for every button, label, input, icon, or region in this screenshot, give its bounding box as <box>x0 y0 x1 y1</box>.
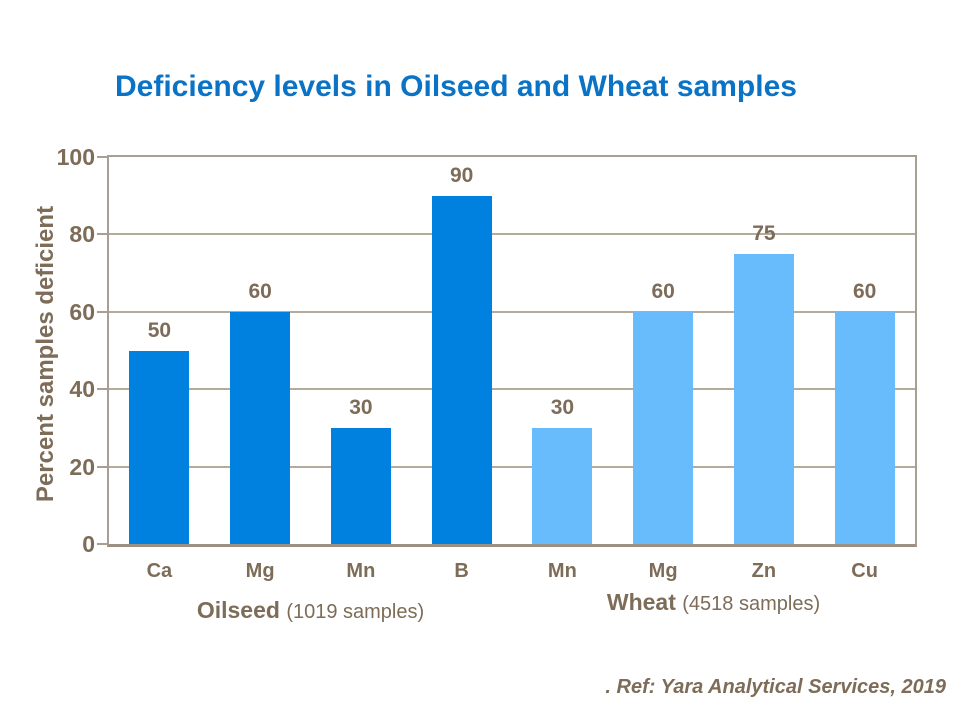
gridline-20 <box>109 465 915 468</box>
x-tick-label-mg-5: Mg <box>648 560 678 582</box>
y-tick-label-80: 80 <box>69 221 95 248</box>
bar-mn-4 <box>532 427 593 544</box>
group-label-oilseed: Oilseed (1019 samples) <box>141 597 481 624</box>
x-tick-label-mn-2: Mn <box>346 560 376 582</box>
y-tick-label-0: 0 <box>82 531 95 557</box>
x-tick-label-zn-6: Zn <box>751 560 777 582</box>
bar-value-label-mg-5: 60 <box>651 279 675 303</box>
y-tick-mark-100 <box>97 156 107 158</box>
x-tick-label-b-3: B <box>454 560 469 582</box>
reference-text: . Ref: Yara Analytical Services, 2019 <box>605 676 946 698</box>
bar-mn-2 <box>330 427 391 544</box>
y-tick-mark-0 <box>97 543 107 545</box>
bar-ca-0 <box>129 350 190 544</box>
bar-zn-6 <box>733 253 794 544</box>
x-tick-label-ca-0: Ca <box>146 560 173 582</box>
y-tick-label-60: 60 <box>69 298 95 325</box>
bar-value-label-zn-6: 75 <box>752 221 776 245</box>
chart-title: Deficiency levels in Oilseed and Wheat s… <box>115 70 797 103</box>
y-tick-mark-20 <box>97 465 107 468</box>
bar-value-label-ca-0: 50 <box>147 318 172 342</box>
y-tick-label-20: 20 <box>69 453 95 480</box>
bar-b-3 <box>431 195 492 544</box>
group-name-oilseed: Oilseed <box>196 597 287 623</box>
x-tick-label-mg-1: Mg <box>245 560 275 582</box>
bar-mg-1 <box>230 311 291 544</box>
bar-value-label-mn-2: 30 <box>349 395 373 419</box>
y-tick-mark-60 <box>97 310 107 313</box>
group-sample-count-wheat: (4518 samples) <box>682 593 821 615</box>
bar-value-label-cu-7: 60 <box>852 279 877 303</box>
plot-area: 50 60 30 90 30 60 75 60 <box>107 155 917 547</box>
bar-value-label-b-3: 90 <box>449 163 474 187</box>
x-tick-label-cu-7: Cu <box>851 560 878 582</box>
y-tick-label-100: 100 <box>56 144 95 170</box>
y-tick-mark-80 <box>97 233 107 236</box>
y-tick-label-40: 40 <box>69 376 95 403</box>
group-label-wheat: Wheat (4518 samples) <box>544 589 884 616</box>
gridline-40 <box>109 388 915 391</box>
gridline-60 <box>109 310 915 313</box>
gridline-80 <box>109 233 915 236</box>
bar-value-label-mg-1: 60 <box>248 279 272 303</box>
bar-value-label-mn-4: 30 <box>550 395 575 419</box>
bar-mg-5 <box>633 311 694 544</box>
x-tick-label-mn-4: Mn <box>547 560 577 582</box>
group-name-wheat: Wheat <box>606 589 683 615</box>
group-sample-count-oilseed: (1019 samples) <box>286 601 425 623</box>
y-tick-mark-40 <box>97 388 107 391</box>
bar-cu-7 <box>834 311 895 544</box>
